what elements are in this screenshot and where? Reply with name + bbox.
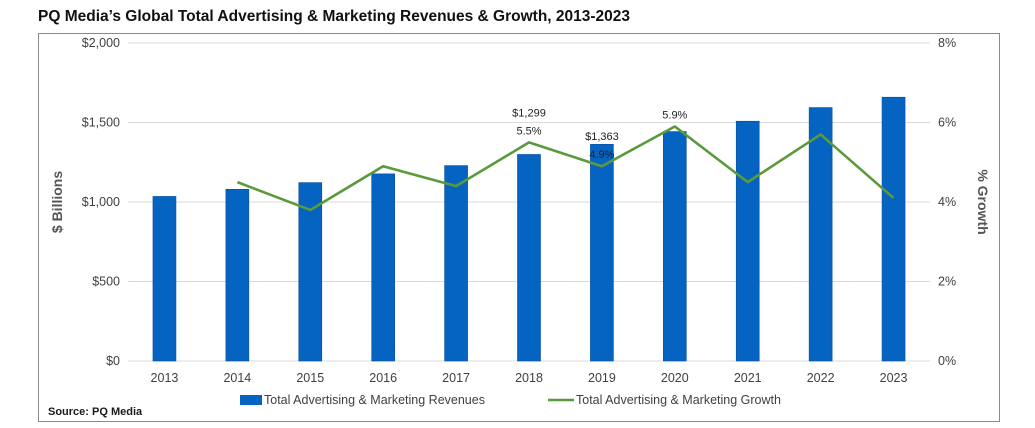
- y-tick-label: $1,500: [82, 116, 120, 130]
- bar: [663, 131, 687, 362]
- y2-tick-label: 2%: [938, 275, 956, 289]
- legend-line-label: Total Advertising & Marketing Growth: [576, 393, 781, 407]
- y-tick-label: $1,000: [82, 195, 120, 209]
- bar: [735, 120, 760, 362]
- x-tick-label: 2023: [880, 371, 908, 385]
- chart-frame: [38, 33, 1000, 422]
- line-data-label: 5.5%: [516, 125, 541, 137]
- line-data-label: 4.9%: [589, 149, 614, 161]
- y-tick-label: $0: [106, 354, 120, 368]
- bar: [298, 182, 323, 362]
- y-axis-title: $ Billions: [49, 171, 65, 233]
- y2-axis-title: % Growth: [975, 169, 991, 234]
- x-tick-label: 2021: [734, 371, 762, 385]
- source-note: Source: PQ Media: [48, 406, 143, 418]
- bar: [371, 173, 395, 362]
- legend-bar-swatch: [240, 395, 262, 405]
- x-tick-label: 2018: [515, 371, 543, 385]
- bar-data-label: $1,363: [585, 131, 619, 143]
- bar: [808, 107, 833, 362]
- y2-tick-label: 8%: [938, 36, 956, 50]
- bar: [444, 165, 468, 362]
- x-tick-label: 2015: [296, 371, 324, 385]
- x-tick-label: 2014: [223, 371, 251, 385]
- x-tick-label: 2020: [661, 371, 689, 385]
- line-data-label: 5.9%: [662, 109, 687, 121]
- bar: [590, 143, 614, 362]
- bar-data-label: $1,299: [512, 107, 546, 119]
- bar: [881, 96, 906, 362]
- x-tick-label: 2017: [442, 371, 470, 385]
- y2-tick-label: 0%: [938, 354, 956, 368]
- x-tick-label: 2022: [807, 371, 835, 385]
- y-tick-label: $500: [92, 275, 120, 289]
- bar: [225, 188, 250, 362]
- y-tick-label: $2,000: [82, 36, 120, 50]
- y2-tick-label: 6%: [938, 116, 956, 130]
- y2-tick-label: 4%: [938, 195, 956, 209]
- bar: [517, 154, 541, 362]
- legend-bar-label: Total Advertising & Marketing Revenues: [264, 393, 485, 407]
- x-tick-label: 2013: [151, 371, 179, 385]
- x-tick-label: 2019: [588, 371, 616, 385]
- chart-title: PQ Media’s Global Total Advertising & Ma…: [38, 8, 631, 25]
- growth-line: [236, 125, 895, 212]
- x-tick-label: 2016: [369, 371, 397, 385]
- bar: [152, 196, 177, 362]
